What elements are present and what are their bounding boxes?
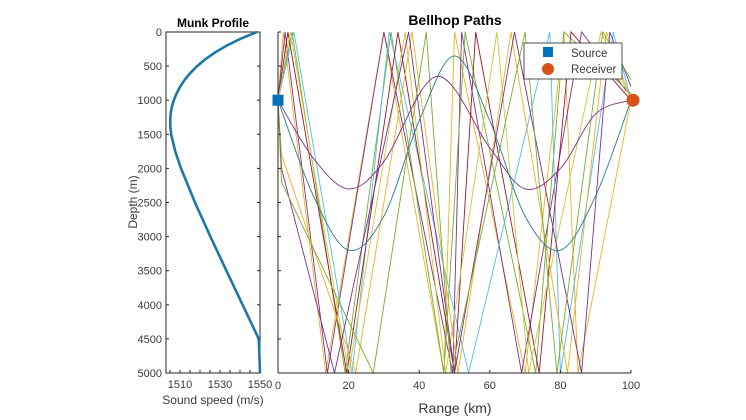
munk-ytick-label: 2000 [138,163,162,175]
munk-title: Munk Profile [177,16,249,30]
ray-refracted-2 [277,55,632,252]
ray-bounce-1 [277,31,632,374]
bellhop-xlabel: Range (km) [418,400,491,416]
bellhop-xtick-label: 100 [622,380,640,392]
munk-xlabel: Sound speed (m/s) [162,393,263,407]
munk-xtick-label: 1550 [248,379,272,391]
legend: Source Receiver [523,42,623,80]
munk-xtick-label: 1530 [208,379,232,391]
bellhop-xtick-label: 40 [413,380,425,392]
bellhop-xtick-label: 0 [275,380,281,392]
munk-ytick-label: 500 [144,61,162,73]
bellhop-xtick-label: 80 [554,380,566,392]
munk-ylabel: Depth (m) [126,175,140,228]
legend-receiver-label: Receiver [571,64,617,76]
munk-xtick-label: 1510 [168,379,192,391]
munk-speed-curve [168,30,262,374]
munk-ytick-label: 4500 [138,334,162,346]
munk-ytick-label: 3500 [138,266,162,278]
munk-ytick-label: 2500 [138,198,162,210]
ray-paths [277,30,632,375]
bellhop-xticks: 0 20 40 60 80 100 [275,370,640,392]
legend-source-label: Source [571,48,607,60]
bellhop-title: Bellhop Paths [408,12,502,28]
receiver-marker [626,93,640,107]
munk-ytick-label: 5000 [138,368,162,380]
munk-yticks: 0 500 1000 1500 2000 2500 3000 3500 4000 4500 5000 [138,27,260,380]
bellhop-xtick-label: 60 [484,380,496,392]
legend-receiver-marker [542,63,554,75]
munk-ytick-label: 1000 [138,95,162,107]
legend-box [523,42,623,80]
bellhop-yticks [278,31,281,374]
legend-source-marker [543,47,553,57]
munk-axes [165,31,261,374]
munk-ytick-label: 1500 [138,129,162,141]
ray-refracted-1 [277,75,632,190]
ray-bounce-3 [277,31,632,374]
source-marker [272,94,284,106]
bellhop-xtick-label: 20 [342,380,354,392]
munk-xticks: 1510 1530 1550 [168,370,272,391]
munk-ytick-label: 3000 [138,232,162,244]
munk-ytick-label: 4000 [138,300,162,312]
munk-ytick-label: 0 [156,27,162,39]
